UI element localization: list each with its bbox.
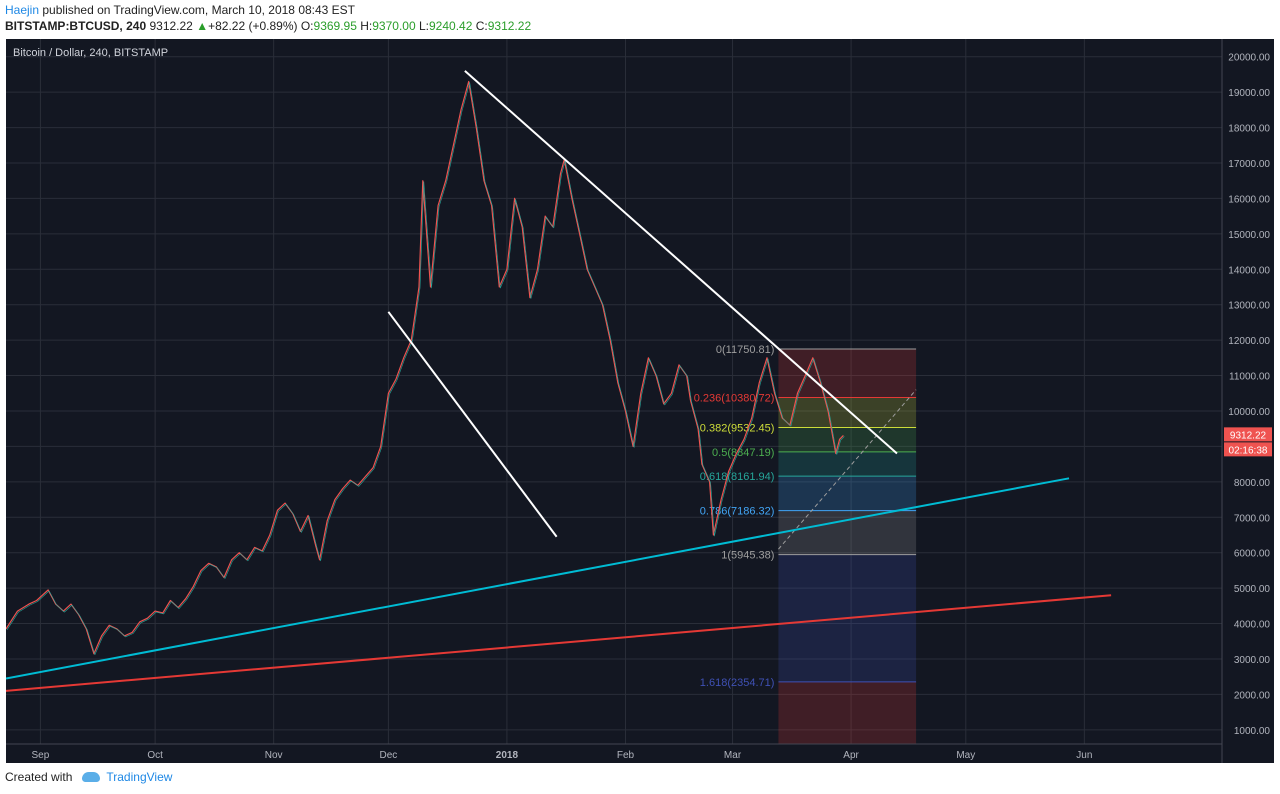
- fib-level-label: 0.5(8847.19): [712, 447, 774, 459]
- y-tick-label: 3000.00: [1234, 655, 1271, 666]
- y-tick-label: 13000.00: [1228, 301, 1270, 312]
- price-series-shadow: [6, 82, 845, 655]
- tradingview-logo-icon: [82, 772, 101, 782]
- close-label: C:: [475, 19, 488, 33]
- last-price: 9312.22: [149, 19, 193, 33]
- x-tick-label: Dec: [379, 750, 397, 761]
- price-series-line: [6, 80, 844, 655]
- published-text: published on TradingView.com, March 10, …: [42, 3, 356, 17]
- y-tick-label: 19000.00: [1228, 88, 1270, 99]
- y-tick-label: 7000.00: [1234, 513, 1271, 524]
- y-tick-label: 17000.00: [1228, 159, 1270, 170]
- fib-band: [778, 510, 917, 555]
- x-tick-label: Jun: [1076, 750, 1092, 761]
- created-with-text: Created with: [5, 770, 73, 784]
- y-tick-label: 10000.00: [1228, 407, 1270, 418]
- chart-header: Haejin published on TradingView.com, Mar…: [5, 0, 1275, 38]
- price-chart[interactable]: 0(11750.81) 0.236(10380.72) 0.382(9532.45)…: [6, 39, 1274, 763]
- trendline: [387, 311, 558, 538]
- x-tick-label: Apr: [843, 750, 859, 761]
- publish-line: Haejin published on TradingView.com, Mar…: [5, 3, 355, 17]
- fib-level-label: 0.382(9532.45): [700, 423, 775, 435]
- y-tick-label: 16000.00: [1228, 194, 1270, 205]
- footer: Created with TradingView: [5, 770, 172, 784]
- change-arrow-icon: ▲: [196, 19, 209, 33]
- y-tick-label: 18000.00: [1228, 124, 1270, 135]
- y-tick-label: 8000.00: [1234, 478, 1271, 489]
- fib-band: [778, 476, 917, 511]
- y-tick-label: 1000.00: [1234, 726, 1271, 737]
- countdown-label: 02:16:38: [1229, 445, 1268, 456]
- x-tick-label: Feb: [617, 750, 635, 761]
- trendline: [6, 594, 1112, 692]
- tradingview-link[interactable]: TradingView: [106, 770, 173, 784]
- close-value: 9312.22: [487, 19, 532, 33]
- x-tick-label: Mar: [724, 750, 742, 761]
- author-link[interactable]: Haejin: [5, 3, 40, 17]
- fib-band: [778, 427, 917, 452]
- price-change: +82.22 (+0.89%): [208, 19, 298, 33]
- y-tick-label: 2000.00: [1234, 690, 1271, 701]
- fib-band: [778, 348, 917, 398]
- trendline: [464, 70, 898, 455]
- fib-level-label: 0.786(7186.32): [700, 506, 775, 518]
- fib-level-label: 1.618(2354.71): [700, 677, 775, 689]
- fib-band: [778, 451, 917, 477]
- x-tick-label: Oct: [147, 750, 163, 761]
- fib-trend-line: [778, 389, 917, 550]
- high-value: 9370.00: [372, 19, 416, 33]
- y-tick-label: 15000.00: [1228, 230, 1270, 241]
- y-tick-label: 4000.00: [1234, 620, 1271, 631]
- fib-band: [778, 397, 917, 428]
- chart-title: Bitcoin / Dollar, 240, BITSTAMP: [13, 47, 168, 59]
- chart-panel[interactable]: 0(11750.81) 0.236(10380.72) 0.382(9532.45)…: [6, 39, 1274, 763]
- y-tick-label: 6000.00: [1234, 549, 1271, 560]
- ohlc-line: BITSTAMP:BTCUSD, 240 9312.22 ▲+82.22 (+0…: [5, 19, 531, 33]
- y-tick-label: 12000.00: [1228, 336, 1270, 347]
- current-price-label: 9312.22: [1230, 430, 1267, 441]
- y-tick-label: 14000.00: [1228, 265, 1270, 276]
- high-label: H:: [360, 19, 373, 33]
- trendline: [6, 477, 1070, 680]
- symbol-label: BITSTAMP:BTCUSD, 240: [5, 19, 147, 33]
- open-label: O:: [300, 19, 314, 33]
- fib-level-label: 0.618(8161.94): [700, 471, 775, 483]
- y-tick-label: 20000.00: [1228, 53, 1270, 64]
- low-value: 9240.42: [429, 19, 473, 33]
- x-tick-label: May: [956, 750, 975, 761]
- fib-level-label: 0.236(10380.72): [694, 392, 775, 404]
- low-label: L:: [418, 19, 429, 33]
- countdown-tag: [1224, 442, 1272, 457]
- y-tick-label: 5000.00: [1234, 584, 1271, 595]
- fib-level-label: 1(5945.38): [721, 550, 774, 562]
- fib-level-label: 0(11750.81): [716, 344, 775, 356]
- fib-band: [778, 681, 917, 744]
- x-tick-label: Sep: [32, 750, 50, 761]
- x-tick-label: Nov: [265, 750, 283, 761]
- open-value: 9369.95: [313, 19, 357, 33]
- y-tick-label: 11000.00: [1229, 372, 1270, 383]
- x-tick-label: 2018: [496, 750, 519, 761]
- current-price-tag: [1224, 427, 1272, 442]
